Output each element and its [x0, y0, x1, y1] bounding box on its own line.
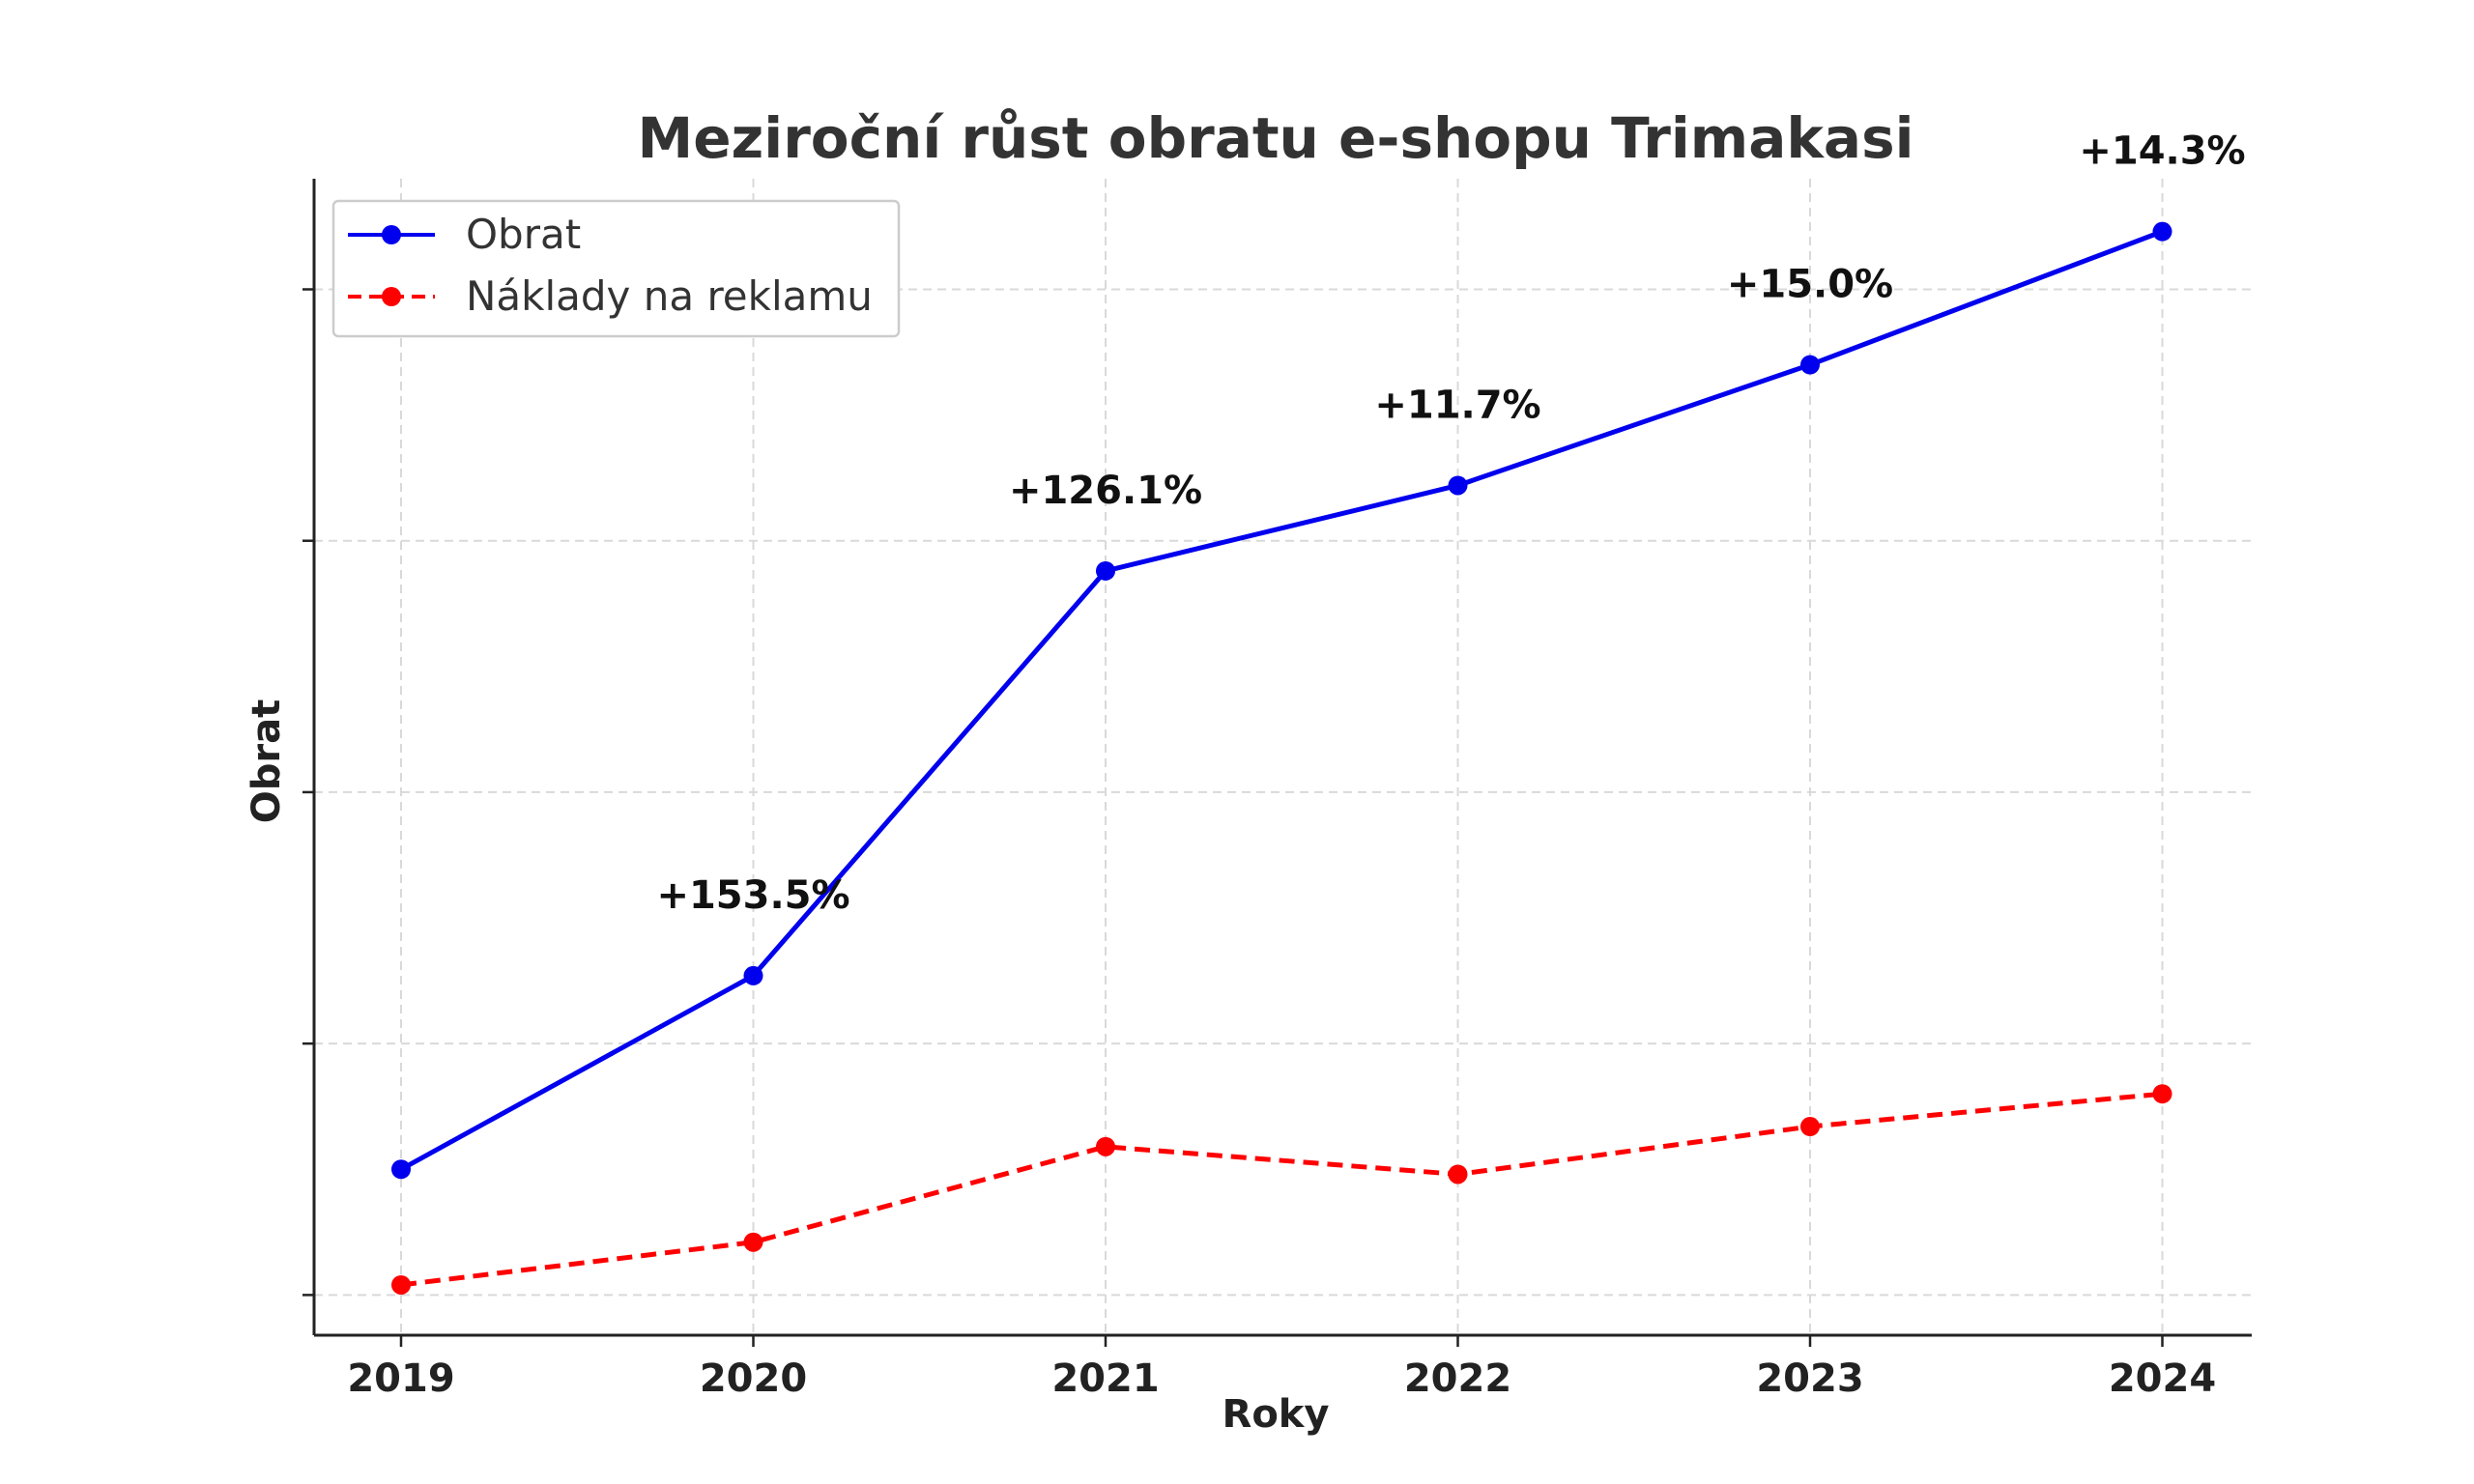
- chart-title: Meziroční růst obratu e-shopu Trimakasi: [638, 105, 1914, 171]
- series-line-1: [400, 1091, 2163, 1288]
- data-point: [2152, 221, 2172, 242]
- series-line-0: [399, 229, 2164, 1172]
- data-label: +126.1%: [1009, 469, 1202, 513]
- data-point: [743, 965, 763, 985]
- data-label: +15.0%: [1727, 263, 1893, 307]
- labels-layer: 2019 2020 2021 2022 2023 2024 +153.5% +126.1% +1…: [347, 129, 2245, 1401]
- x-tick-label: 2022: [1404, 1356, 1511, 1401]
- series-layer: [391, 221, 2172, 1295]
- legend-label-obrat: Obrat: [466, 211, 581, 258]
- data-label: +11.7%: [1374, 383, 1540, 427]
- legend-marker-obrat: [382, 225, 401, 244]
- data-point: [2152, 1084, 2172, 1104]
- legend-label-naklady: Náklady na reklamu: [466, 272, 873, 320]
- data-label: +153.5%: [656, 873, 849, 918]
- data-point: [1448, 1164, 1468, 1184]
- data-point: [743, 1232, 763, 1252]
- data-point: [391, 1274, 411, 1295]
- legend-box: [331, 199, 901, 338]
- data-point: [1800, 355, 1820, 375]
- x-tick-label: 2020: [700, 1356, 807, 1401]
- legend-marker-naklady: [382, 287, 401, 306]
- x-tick-label: 2023: [1756, 1356, 1863, 1401]
- x-axis-label: Roky: [1223, 1392, 1330, 1437]
- data-point: [391, 1159, 411, 1180]
- x-tick-label: 2021: [1051, 1356, 1159, 1401]
- data-point: [1800, 1117, 1820, 1137]
- x-tick-label: 2024: [2109, 1356, 2216, 1401]
- x-tick-label: 2019: [347, 1356, 454, 1401]
- data-point: [1448, 475, 1468, 496]
- y-axis-label: Obrat: [245, 699, 289, 823]
- axes-layer: [302, 179, 2252, 1347]
- legend: Obrat Náklady na reklamu: [331, 199, 901, 338]
- data-point: [1096, 560, 1115, 581]
- data-label: +14.3%: [2079, 129, 2245, 174]
- grid-layer: [314, 179, 2252, 1335]
- data-point: [1096, 1136, 1115, 1156]
